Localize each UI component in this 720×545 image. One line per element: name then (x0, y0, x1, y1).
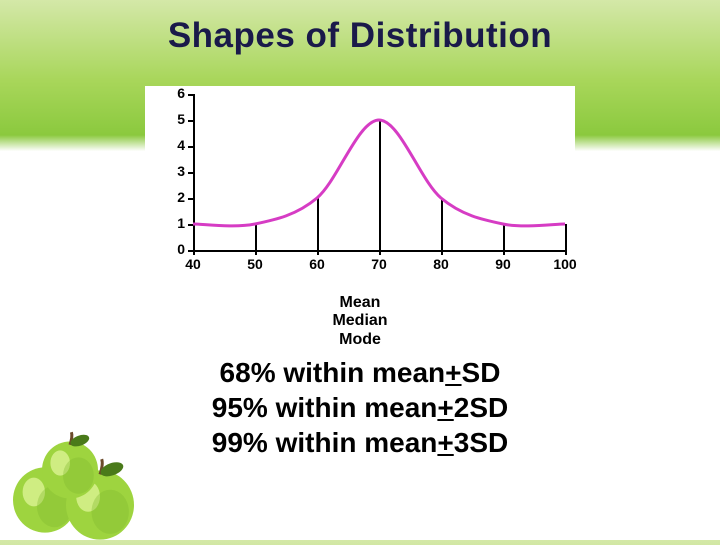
apples-decor (0, 410, 170, 540)
bell-curve (145, 86, 575, 286)
sd-rule-line: 68% within mean+SD (0, 355, 720, 390)
distribution-chart: 0123456405060708090100 (145, 86, 575, 286)
page-title: Shapes of Distribution (0, 0, 720, 56)
center-stat-line: Median (0, 312, 720, 330)
apples-icon (0, 410, 170, 540)
center-stat-line: Mean (0, 294, 720, 312)
center-stat-line: Mode (0, 331, 720, 349)
center-stats: MeanMedianMode (0, 294, 720, 349)
